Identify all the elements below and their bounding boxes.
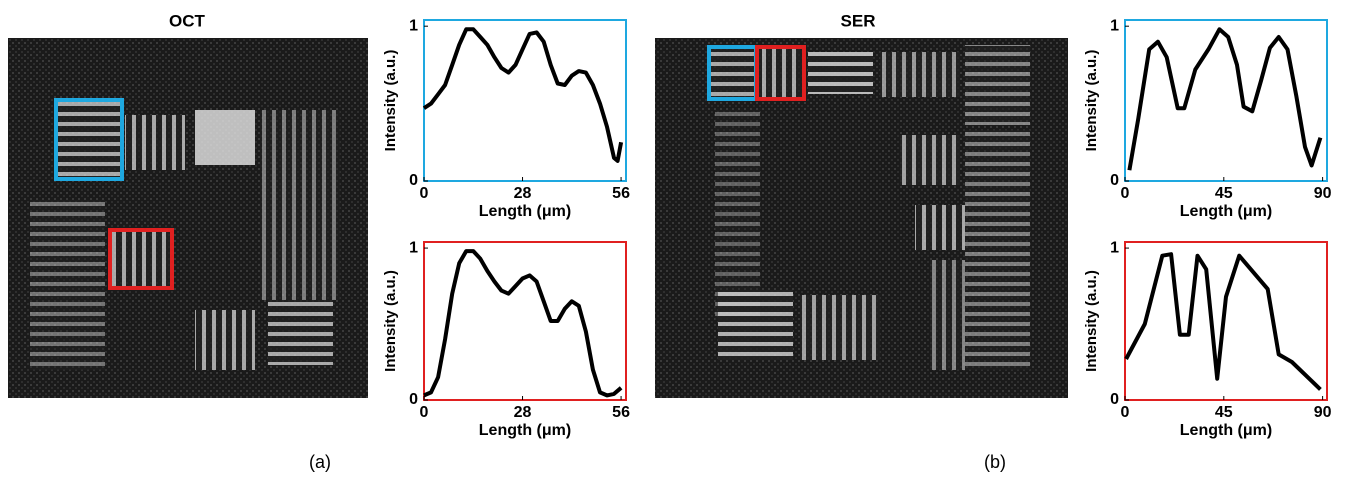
y-tick-label: 1 xyxy=(409,17,418,34)
x-tick-label: 90 xyxy=(1314,404,1332,421)
oct-image xyxy=(8,38,368,398)
x-tick-label: 56 xyxy=(612,185,630,202)
y-tick-label: 1 xyxy=(409,239,418,256)
y-tick-label: 1 xyxy=(1110,17,1119,34)
x-tick-label: 0 xyxy=(1121,185,1130,202)
data-line xyxy=(1124,252,1322,391)
x-axis-label: Length (μm) xyxy=(479,203,571,220)
x-axis-label: Length (μm) xyxy=(1180,203,1272,220)
data-line xyxy=(423,249,623,398)
y-tick-label: 0 xyxy=(409,172,418,189)
x-axis-label: Length (μm) xyxy=(1180,422,1272,439)
panel-title: SER xyxy=(841,11,876,30)
plot-frame xyxy=(423,241,627,401)
y-tick-label: 0 xyxy=(1110,391,1119,408)
y-axis-label: Intensity (a.u.) xyxy=(1083,50,1100,152)
y-axis-label: Intensity (a.u.) xyxy=(382,270,399,372)
data-line xyxy=(1127,27,1323,171)
plot-frame xyxy=(1124,241,1328,401)
panel-label: (b) xyxy=(984,452,1006,472)
data-line xyxy=(422,27,624,163)
x-tick-label: 45 xyxy=(1215,404,1233,421)
x-tick-label: 45 xyxy=(1215,185,1233,202)
y-tick-label: 0 xyxy=(1110,172,1119,189)
y-tick-label: 1 xyxy=(1110,239,1119,256)
x-tick-label: 0 xyxy=(1121,404,1130,421)
x-tick-label: 90 xyxy=(1314,185,1332,202)
ser-image xyxy=(655,38,1068,398)
plot-frame xyxy=(423,19,627,182)
x-axis-label: Length (μm) xyxy=(479,422,571,439)
x-tick-label: 28 xyxy=(514,404,532,421)
x-tick-label: 28 xyxy=(514,185,532,202)
y-tick-label: 0 xyxy=(409,391,418,408)
plot-frame xyxy=(1124,19,1328,182)
x-tick-label: 0 xyxy=(420,185,429,202)
x-tick-label: 56 xyxy=(612,404,630,421)
x-tick-label: 0 xyxy=(420,404,429,421)
y-axis-label: Intensity (a.u.) xyxy=(382,50,399,152)
panel-label: (a) xyxy=(309,452,331,472)
y-axis-label: Intensity (a.u.) xyxy=(1083,270,1100,372)
panel-title: OCT xyxy=(169,11,206,30)
